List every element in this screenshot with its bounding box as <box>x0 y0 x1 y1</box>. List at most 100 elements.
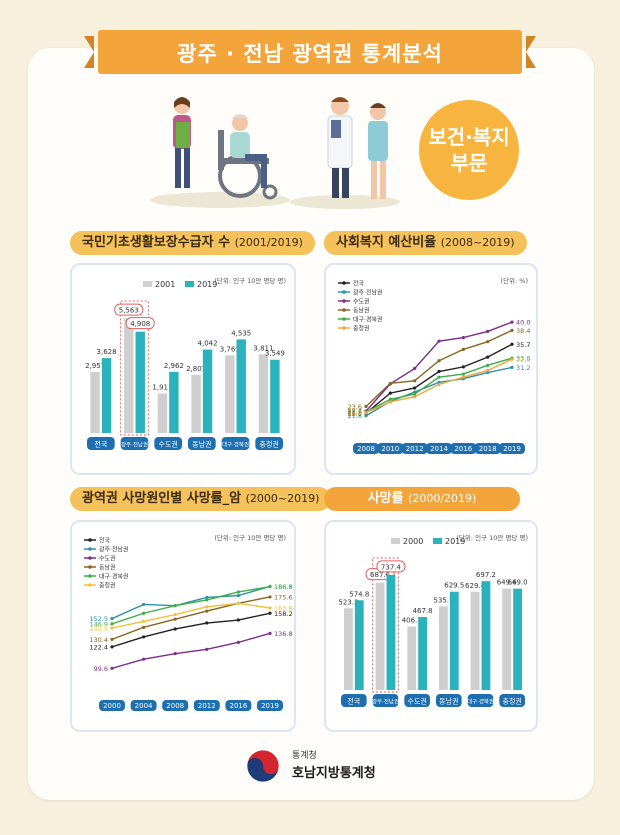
cancer-x-label: 2012 <box>198 702 216 710</box>
budget-point <box>437 339 441 343</box>
death-bar <box>481 581 491 690</box>
cancer-point <box>142 657 146 661</box>
budget-end-label: 32.8 <box>516 356 530 364</box>
death-value-label: 687.6 <box>370 571 391 579</box>
death-bar <box>354 600 364 690</box>
welfare-bar <box>225 355 235 433</box>
welfare-bar <box>157 393 168 433</box>
death-title-pill: 사망률 (2000/2019) <box>324 487 520 511</box>
budget-point <box>413 392 417 396</box>
cancer-x-label: 2019 <box>261 702 279 710</box>
budget-end-label: 40.0 <box>516 319 530 327</box>
budget-point <box>437 375 441 379</box>
cancer-title: 광역권 사망원인별 사망률_암 <box>82 491 242 506</box>
budget-point <box>461 347 465 351</box>
cancer-x-label: 2008 <box>166 702 184 710</box>
budget-point <box>437 382 441 386</box>
cancer-point <box>142 602 146 607</box>
budget-point <box>486 340 490 344</box>
budget-point <box>461 372 465 376</box>
budget-x-tag <box>401 443 428 454</box>
cancer-x-label: 2016 <box>229 702 247 710</box>
budget-point <box>461 335 465 340</box>
cancer-x-tag <box>193 700 220 711</box>
cancer-series-line <box>111 612 271 648</box>
budget-legend-label: 대구·경북권 <box>353 316 383 324</box>
cancer-point <box>268 585 272 589</box>
death-value-label: 406.7 <box>402 617 422 625</box>
budget-end-label: 38.4 <box>516 327 530 335</box>
cancer-point <box>236 590 240 594</box>
welfare-bar <box>124 318 134 433</box>
budget-legend-label: 수도권 <box>353 298 370 306</box>
welfare-value-label: 4,535 <box>231 329 251 337</box>
death-bar <box>343 608 353 690</box>
death-category-tag <box>404 694 430 707</box>
death-bar <box>449 591 459 690</box>
budget-legend-label: 광주·전남권 <box>353 289 383 297</box>
budget-end-label: 31.2 <box>516 364 530 372</box>
death-bar <box>407 626 417 690</box>
section-badge: 보건·복지 부문 <box>419 100 519 200</box>
budget-x-label: 2019 <box>503 445 521 453</box>
welfare-value-label: 3,761 <box>220 345 240 353</box>
death-legend-label: 2019 <box>445 537 465 546</box>
cancer-point <box>110 626 114 630</box>
budget-start-label: 23.6 <box>348 403 362 411</box>
cancer-start-label: 122.4 <box>89 643 108 651</box>
cancer-end-label: 175.6 <box>274 593 293 601</box>
budget-end-label: 35.7 <box>516 341 530 349</box>
title-banner: 광주 · 전남 광역권 통계분석 <box>84 30 536 74</box>
death-value-label: 737.4 <box>381 563 402 571</box>
welfare-category-label: 대구·경북권 <box>222 441 249 449</box>
budget-point <box>413 379 417 383</box>
cancer-legend-dot <box>88 565 92 569</box>
death-value-label: 535.7 <box>433 596 453 604</box>
budget-point <box>388 381 392 385</box>
death-value-label: 629.4 <box>465 582 486 590</box>
welfare-value-box <box>125 317 155 330</box>
death-category-tag <box>436 694 462 707</box>
budget-end-label: 33.0 <box>516 355 530 363</box>
welfare-category-label: 동남권 <box>192 440 211 449</box>
welfare-category-tag <box>154 437 182 450</box>
cancer-point <box>268 611 272 615</box>
budget-point <box>413 366 417 371</box>
budget-legend-dot <box>342 299 346 303</box>
budget-x-tag <box>474 443 501 454</box>
budget-point <box>486 329 490 333</box>
budget-point <box>364 411 368 415</box>
death-bar <box>470 591 480 690</box>
budget-legend-dot <box>342 308 346 312</box>
budget-point <box>510 365 514 369</box>
cancer-end-label: 158.2 <box>274 610 293 618</box>
budget-title-pill: 사회복지 예산비율 (2008~2019) <box>324 231 527 255</box>
welfare-value-label: 2,807 <box>186 365 206 373</box>
cancer-point <box>268 595 272 599</box>
welfare-bar <box>270 359 280 433</box>
cancer-series-line <box>111 585 271 620</box>
budget-legend-dot <box>342 281 346 285</box>
cancer-x-tag <box>130 700 157 711</box>
budget-series-line <box>365 366 513 417</box>
budget-subtitle: (2008~2019) <box>440 236 515 249</box>
budget-point <box>364 414 368 418</box>
page-title: 광주 · 전남 광역권 통계분석 <box>177 42 443 66</box>
welfare-category-tag <box>120 437 149 450</box>
welfare-legend-label: 2001 <box>155 280 175 289</box>
budget-point <box>413 386 417 390</box>
budget-point <box>461 365 465 369</box>
death-bar <box>513 588 523 690</box>
death-value-label: 629.5 <box>444 582 464 590</box>
welfare-bar <box>101 358 112 433</box>
welfare-category-tag <box>255 437 283 450</box>
welfare-legend-label: 2019 <box>197 280 217 289</box>
cancer-point <box>110 622 114 626</box>
welfare-title-pill: 국민기초생활보장수급자 수 (2001/2019) <box>70 231 315 255</box>
death-category-tag <box>499 694 525 707</box>
budget-point <box>486 368 490 373</box>
cancer-point <box>205 595 209 600</box>
welfare-title: 국민기초생활보장수급자 수 <box>82 235 231 250</box>
death-legend-label: 2000 <box>403 537 423 546</box>
